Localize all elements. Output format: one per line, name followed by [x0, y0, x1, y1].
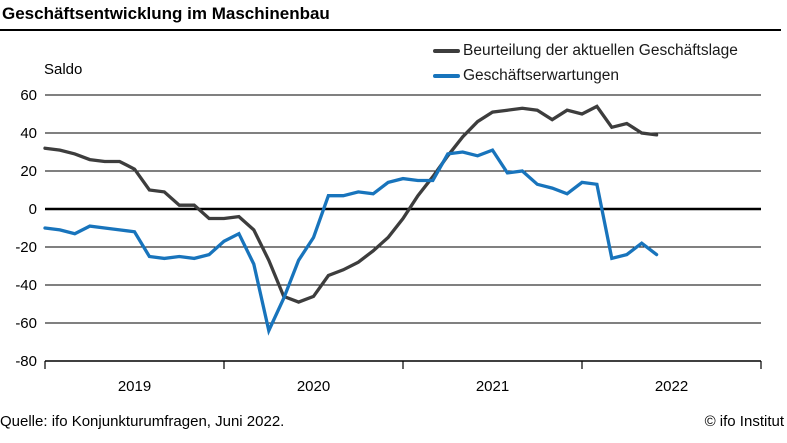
- series-line-erwartungen: [43, 148, 659, 336]
- y-axis-unit-label: Saldo: [44, 61, 83, 78]
- y-tick-label: -80: [15, 353, 37, 370]
- x-year-label: 2022: [655, 378, 688, 395]
- x-year-label: 2021: [476, 378, 509, 395]
- legend-item-erwartungen: Geschäftserwartungen: [433, 63, 738, 88]
- y-tick-label: -40: [15, 277, 37, 294]
- title-rule: [0, 29, 781, 31]
- legend-line-swatch-erwartungen: [433, 73, 460, 78]
- chart-title: Geschäftsentwicklung im Maschinenbau: [2, 4, 330, 23]
- copyright-note: © ifo Institut: [704, 413, 784, 430]
- y-tick-label: 20: [20, 163, 37, 180]
- footer: Quelle: ifo Konjunkturumfragen, Juni 202…: [0, 413, 784, 430]
- legend-label-erwartungen: Geschäftserwartungen: [463, 66, 619, 84]
- y-tick-label: -60: [15, 315, 37, 332]
- y-tick-label: 60: [20, 87, 37, 104]
- legend-label-lage: Beurteilung der aktuellen Geschäftslage: [463, 41, 738, 59]
- source-note: Quelle: ifo Konjunkturumfragen, Juni 202…: [0, 413, 285, 430]
- legend: Beurteilung der aktuellen Geschäftslage …: [433, 38, 738, 88]
- y-tick-label: -20: [15, 239, 37, 256]
- legend-item-lage: Beurteilung der aktuellen Geschäftslage: [433, 38, 738, 63]
- series-line-lage: [43, 104, 659, 304]
- legend-line-swatch-lage: [433, 48, 460, 53]
- x-year-label: 2020: [297, 378, 330, 395]
- y-tick-label: 0: [29, 201, 37, 218]
- x-year-label: 2019: [118, 378, 151, 395]
- y-tick-label: 40: [20, 125, 37, 142]
